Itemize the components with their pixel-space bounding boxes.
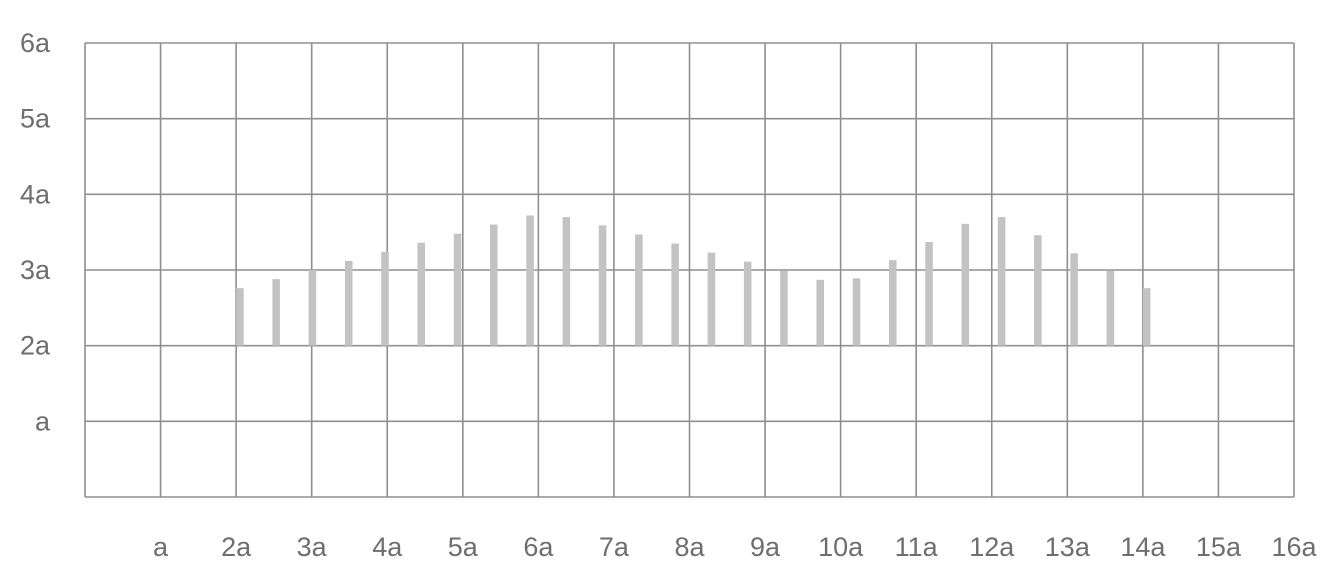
bar	[1106, 270, 1115, 346]
y-tick-label: 6a	[20, 28, 51, 58]
bar	[852, 278, 861, 346]
x-tick-label: 11a	[895, 532, 939, 562]
bar	[743, 261, 752, 346]
x-tick-label: 16a	[1271, 532, 1317, 562]
bar	[888, 260, 897, 346]
bar	[707, 252, 716, 346]
y-tick-label: a	[35, 406, 51, 436]
bar	[236, 288, 244, 346]
y-axis-ticks: a 2a 3a 4a 5a 6a	[20, 28, 51, 436]
y-tick-label: 2a	[20, 331, 51, 361]
bar	[453, 233, 462, 346]
bar	[1070, 253, 1078, 346]
bar	[1142, 288, 1151, 346]
x-axis-ticks: a 2a 3a 4a 5a 6a 7a 8a 9a 10a 11a 12a 13a 14a 15a 16a	[153, 532, 1317, 562]
grid	[84, 42, 1295, 498]
bar	[272, 279, 280, 346]
x-tick-label: 6a	[523, 532, 554, 562]
bar	[780, 270, 788, 346]
x-tick-label: 12a	[969, 532, 1015, 562]
bar	[1034, 235, 1042, 346]
bars	[236, 215, 1151, 346]
bar	[381, 251, 389, 346]
x-tick-label: 14a	[1120, 532, 1166, 562]
bar	[598, 225, 607, 346]
x-tick-label: a	[153, 532, 169, 562]
bar	[562, 217, 571, 346]
bar	[526, 215, 534, 346]
x-tick-label: 5a	[448, 532, 479, 562]
bar	[997, 217, 1006, 346]
y-tick-label: 5a	[20, 104, 51, 134]
bar	[671, 243, 679, 346]
bar	[816, 279, 825, 346]
x-tick-label: 8a	[674, 532, 705, 562]
x-tick-label: 10a	[818, 532, 864, 562]
y-tick-label: 3a	[20, 255, 51, 285]
x-tick-label: 9a	[750, 532, 781, 562]
x-tick-label: 2a	[221, 532, 252, 562]
bar	[417, 242, 426, 346]
bar	[344, 260, 353, 346]
bar	[308, 270, 317, 346]
x-tick-label: 3a	[297, 532, 328, 562]
bar	[961, 223, 970, 346]
x-tick-label: 4a	[372, 532, 403, 562]
bar	[490, 224, 498, 346]
bar	[925, 242, 933, 346]
x-tick-label: 7a	[599, 532, 630, 562]
x-tick-label: 13a	[1045, 532, 1091, 562]
x-tick-label: 15a	[1196, 532, 1242, 562]
bar	[635, 234, 643, 346]
y-tick-label: 4a	[20, 179, 51, 209]
